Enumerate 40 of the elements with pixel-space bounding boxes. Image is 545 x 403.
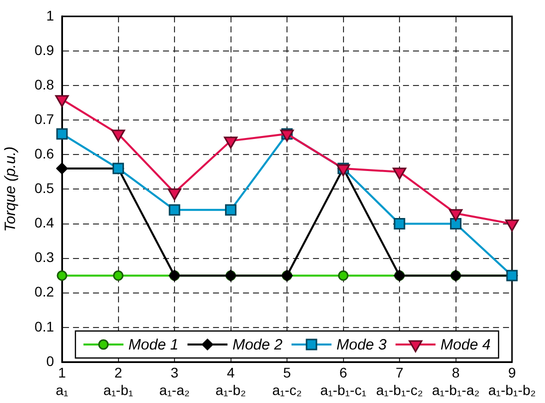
- y-tick-label: 1: [46, 7, 54, 24]
- point: [450, 218, 462, 230]
- y-tick-label: 0.1: [34, 318, 54, 334]
- y-tick-label: 0.3: [34, 249, 54, 266]
- y-tick-label: 0.2: [34, 284, 54, 300]
- point: [111, 130, 126, 142]
- x-tick-label: 8 a₁-b₁-a₂: [432, 364, 480, 398]
- point: [168, 204, 180, 216]
- point: [56, 270, 68, 281]
- legend-label: Mode 2: [232, 336, 284, 354]
- point: [225, 204, 236, 216]
- y-tick-label: 0.9: [34, 42, 54, 58]
- point: [168, 188, 182, 200]
- point: [394, 218, 406, 230]
- y-axis-title: Torque (p.u.): [2, 146, 20, 232]
- point: [56, 128, 68, 140]
- point: [113, 270, 124, 281]
- legend-label: Mode 1: [128, 336, 178, 354]
- point: [56, 162, 68, 174]
- x-tick-label: 6 a₁-b₁-c₁: [320, 364, 367, 398]
- legend-label: Mode 4: [440, 336, 491, 354]
- point: [448, 209, 463, 222]
- x-tick-label: 1 a₁: [56, 364, 69, 398]
- x-tick-label: 9 a₁-b₁-b₂: [488, 364, 536, 398]
- point: [338, 270, 348, 281]
- point: [392, 168, 406, 180]
- y-tick-label: 0.5: [34, 180, 54, 196]
- legend-label: Mode 3: [336, 336, 388, 354]
- x-tick-label: 2 a₁-b₁: [103, 364, 134, 398]
- y-tick-label: 0.7: [34, 110, 54, 127]
- y-tick-label: 0.8: [34, 76, 54, 92]
- x-tick-label: 4 a₁-b₂: [216, 364, 246, 398]
- point: [224, 136, 238, 149]
- x-tick-label: 7 a₁-b₁-c₂: [376, 364, 423, 398]
- y-tick-label: 0: [46, 352, 54, 369]
- point: [55, 95, 69, 108]
- x-tick-label: 5 a₁-c₂: [272, 364, 302, 398]
- y-tick-label: 0.6: [34, 146, 54, 162]
- x-tick-label: 3 a₁-a₂: [159, 364, 190, 398]
- y-tick-label: 0.4: [34, 214, 54, 231]
